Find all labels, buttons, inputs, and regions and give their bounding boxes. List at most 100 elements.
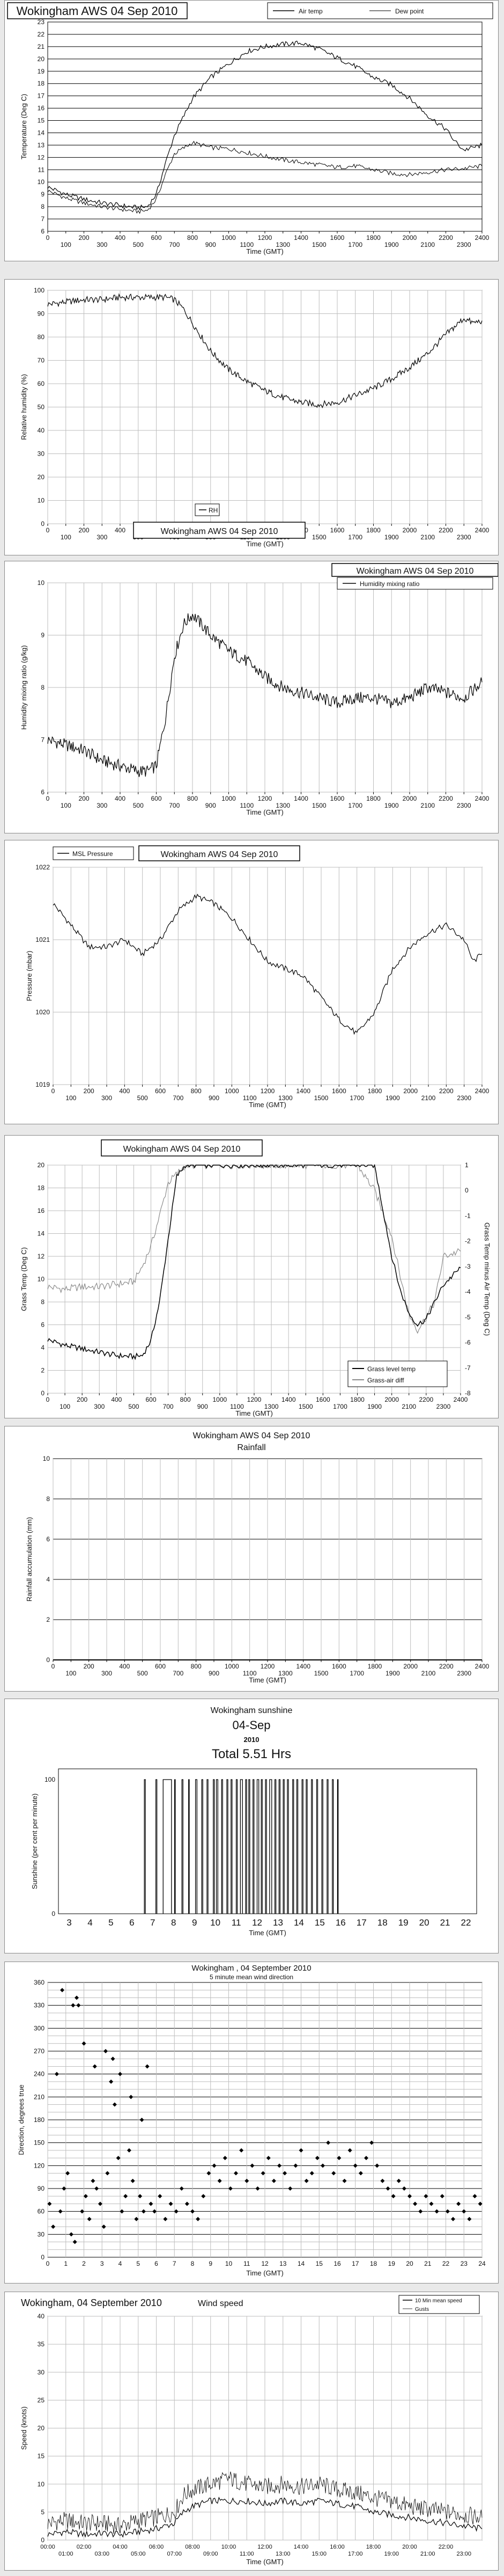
- x-tick-label-top: 1600: [330, 795, 345, 802]
- x-tick-label-top: 2000: [403, 234, 417, 241]
- y-tick-label: 22: [38, 31, 45, 38]
- x-tick-label-bottom: 700: [173, 1670, 183, 1677]
- x-tick-label-top: 1000: [221, 234, 236, 241]
- x-tick-label-bottom: 900: [209, 1670, 219, 1677]
- y-axis-label: Relative humidity (%): [20, 374, 28, 440]
- y-tick-label: 6: [41, 788, 45, 796]
- y-right-tick-label: -8: [465, 1389, 471, 1397]
- rainfall-chart-panel: 0 2 4 6 8 10 0 200 400 600 800 1000 1200 1400 1600 1800…: [4, 1426, 499, 1692]
- pressure-chart-panel: 1019 1020 1021 1022 0 200 400 600 800 1000 1200 140…: [4, 840, 499, 1124]
- direction-point: [51, 2224, 56, 2229]
- x-tick-label-top: 600: [155, 1087, 166, 1095]
- x-tick-label-bottom: 500: [133, 241, 144, 248]
- x-tick-label-bottom: 09:00: [203, 2551, 218, 2557]
- x-tick-label: 3: [66, 1918, 71, 1928]
- y-tick-label: 90: [38, 310, 45, 318]
- x-tick-label-top: 1400: [294, 795, 308, 802]
- x-axis-label: Time (GMT): [246, 2269, 284, 2277]
- x-tick-label: 5: [108, 1918, 113, 1928]
- sunshine-bar: [265, 1779, 267, 1914]
- y-tick-label: 20: [38, 2425, 45, 2432]
- x-tick-label-top: 600: [151, 234, 161, 241]
- y-axis-label: Pressure (mbar): [25, 951, 33, 1001]
- x-tick-label-top: 800: [191, 1663, 202, 1670]
- direction-point: [196, 2216, 201, 2221]
- x-tick-label-bottom: 900: [205, 241, 216, 248]
- direction-point: [98, 2201, 102, 2206]
- date-label: 04-Sep: [233, 1718, 271, 1732]
- direction-point: [271, 2178, 276, 2183]
- y-right-tick-label: -3: [465, 1263, 471, 1270]
- x-tick-label: 24: [478, 2260, 486, 2267]
- x-tick-label-bottom: 700: [169, 241, 180, 248]
- y-tick-label: 50: [38, 404, 45, 411]
- x-tick-label-bottom: 1900: [386, 1094, 400, 1102]
- x-tick-label-bottom: 1900: [386, 1670, 400, 1677]
- y-tick-label: 90: [38, 2185, 45, 2192]
- x-tick-label-bottom: 900: [205, 802, 216, 809]
- y-axis-label: Grass Temp (Deg C): [20, 1247, 28, 1311]
- direction-point: [456, 2201, 461, 2206]
- x-tick-label: 11: [232, 1918, 241, 1928]
- x-tick-label-bottom: 1300: [276, 802, 290, 809]
- x-tick-label-top: 1200: [258, 234, 272, 241]
- direction-point: [75, 1995, 79, 2000]
- sunshine-bar: [301, 1779, 303, 1914]
- sunshine-bar: [311, 1779, 313, 1914]
- x-tick-label-top: 1800: [366, 234, 381, 241]
- x-tick-label: 16: [336, 1918, 346, 1928]
- sunshine-bar: [213, 1779, 215, 1914]
- x-tick-label-bottom: 1300: [264, 1403, 279, 1410]
- direction-point: [228, 2186, 233, 2191]
- direction-point: [206, 2171, 211, 2176]
- x-tick-label-top: 2400: [454, 1396, 468, 1403]
- direction-point: [358, 2171, 363, 2176]
- x-tick-label-top: 600: [155, 1663, 166, 1670]
- sunshine-bar: [206, 1779, 209, 1914]
- y-right-tick-label: -1: [465, 1212, 471, 1219]
- x-tick-label-bottom: 2300: [457, 1094, 471, 1102]
- direction-point: [80, 2209, 85, 2214]
- x-tick-label-bottom: 300: [94, 1403, 105, 1410]
- x-tick-label-bottom: 21:00: [420, 2551, 435, 2557]
- sunshine-bar: [332, 1779, 334, 1914]
- wind-direction-chart-panel: 0 30 60 90 120 150 180 210 240 270 300 330 360 0 1 2 3 4 5…: [4, 1962, 499, 2284]
- x-tick-label-bottom: 1100: [240, 241, 254, 248]
- x-tick-label-bottom: 1500: [314, 1094, 329, 1102]
- y-right-tick-label: -5: [465, 1313, 471, 1321]
- direction-point: [391, 2194, 396, 2199]
- x-tick-label-top: 200: [78, 795, 89, 802]
- direction-point: [103, 2049, 108, 2053]
- direction-point: [321, 2163, 325, 2168]
- x-tick-label-bottom: 500: [133, 802, 144, 809]
- x-tick-label-bottom: 1900: [384, 802, 399, 809]
- direction-point: [402, 2186, 406, 2191]
- y-tick-label: 14: [38, 129, 45, 136]
- x-tick-label-top: 06:00: [149, 2544, 164, 2550]
- direction-point: [83, 2194, 88, 2199]
- x-tick-label-top: 14:00: [294, 2544, 309, 2550]
- x-tick-label: 6: [129, 1918, 134, 1928]
- y-tick-label: 4: [46, 1576, 50, 1583]
- y-axis-label: Temperature (Deg C): [20, 94, 28, 159]
- x-tick-label-top: 1200: [261, 1087, 275, 1095]
- x-tick-label-top: 2400: [475, 1663, 490, 1670]
- sunshine-bar: [240, 1779, 243, 1914]
- humidity-chart-panel: 0102030405060708090100020040060080010001…: [4, 279, 499, 555]
- x-tick-label: 14: [294, 1918, 304, 1928]
- direction-point: [92, 2064, 97, 2069]
- y-tick-label: 11: [38, 166, 45, 173]
- y-tick-label: 0: [41, 2536, 45, 2544]
- sunshine-bar: [283, 1779, 285, 1914]
- x-tick-label-bottom: 15:00: [312, 2551, 327, 2557]
- sunshine-bar: [162, 1779, 172, 1914]
- x-tick-label-bottom: 900: [209, 1094, 219, 1102]
- y-tick-label: 8: [41, 684, 45, 691]
- chart-title: Wokingham AWS 04 Sep 2010: [161, 850, 278, 859]
- chart-title: Wokingham , 04 September 2010: [191, 1964, 311, 1973]
- x-tick-label-top: 1800: [350, 1396, 365, 1403]
- direction-point: [141, 2209, 146, 2214]
- y-tick-label: 19: [38, 68, 45, 75]
- x-tick-label: 2: [82, 2260, 86, 2267]
